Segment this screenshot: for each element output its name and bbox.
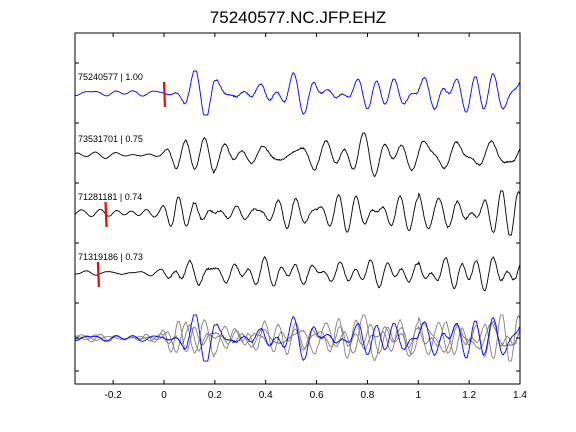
x-tick-label: 1 [416, 390, 422, 401]
trace-label-71281181: 71281181 | 0.74 [78, 192, 142, 202]
trace-label-71319186: 71319186 | 0.73 [78, 252, 143, 262]
traces-layer [74, 70, 521, 362]
chart-title: 75240577.NC.JFP.EHZ [210, 8, 386, 27]
x-tick-label: 0.2 [208, 390, 222, 401]
trace-line-73531701 [74, 132, 521, 178]
x-tick-label: 1.4 [513, 390, 527, 401]
x-tick-label: 1.2 [462, 390, 476, 401]
pick-marker-75240577 [162, 81, 167, 108]
labels-layer: 75240577 | 1.00 73531701 | 0.75 71281181 |… [78, 72, 143, 262]
trace-line-75240577 [74, 70, 521, 116]
x-tick-label: 0.8 [360, 390, 374, 401]
trace-line-71281181 [74, 190, 521, 236]
x-tick-label: -0.2 [105, 390, 123, 401]
trace-line-71319186 [74, 256, 521, 292]
x-tick-label: 0.4 [259, 390, 273, 401]
pick-marker-71319186 [96, 261, 100, 288]
plot-frame [74, 32, 521, 385]
pick-marker-71281181 [104, 201, 108, 228]
stack-trace-75240577 [74, 314, 521, 362]
x-tick-label: 0 [161, 390, 167, 401]
ticks-layer: -0.2 0 0.2 0.4 0.6 0.8 1 1.2 1.4 [75, 33, 527, 401]
picks-layer [96, 81, 167, 288]
trace-label-73531701: 73531701 | 0.75 [78, 134, 143, 144]
stack-trace-71281181 [74, 314, 521, 362]
x-tick-label: 0.6 [310, 390, 324, 401]
trace-label-75240577: 75240577 | 1.00 [78, 72, 143, 82]
